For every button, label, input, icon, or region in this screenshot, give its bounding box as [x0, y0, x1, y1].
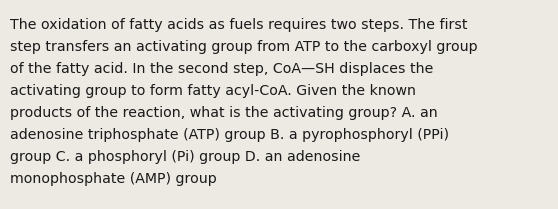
- Text: activating group to form fatty acyl-CoA. Given the known: activating group to form fatty acyl-CoA.…: [10, 84, 416, 98]
- Text: products of the reaction, what is the activating group? A. an: products of the reaction, what is the ac…: [10, 106, 437, 120]
- Text: of the fatty acid. In the second step, CoA—SH displaces the: of the fatty acid. In the second step, C…: [10, 62, 434, 76]
- Text: step transfers an activating group from ATP to the carboxyl group: step transfers an activating group from …: [10, 40, 478, 54]
- Text: monophosphate (AMP) group: monophosphate (AMP) group: [10, 172, 217, 186]
- Text: The oxidation of fatty acids as fuels requires two steps. The first: The oxidation of fatty acids as fuels re…: [10, 18, 468, 32]
- Text: group C. a phosphoryl (Pi) group D. an adenosine: group C. a phosphoryl (Pi) group D. an a…: [10, 150, 360, 164]
- Text: adenosine triphosphate (ATP) group B. a pyrophosphoryl (PPi): adenosine triphosphate (ATP) group B. a …: [10, 128, 449, 142]
